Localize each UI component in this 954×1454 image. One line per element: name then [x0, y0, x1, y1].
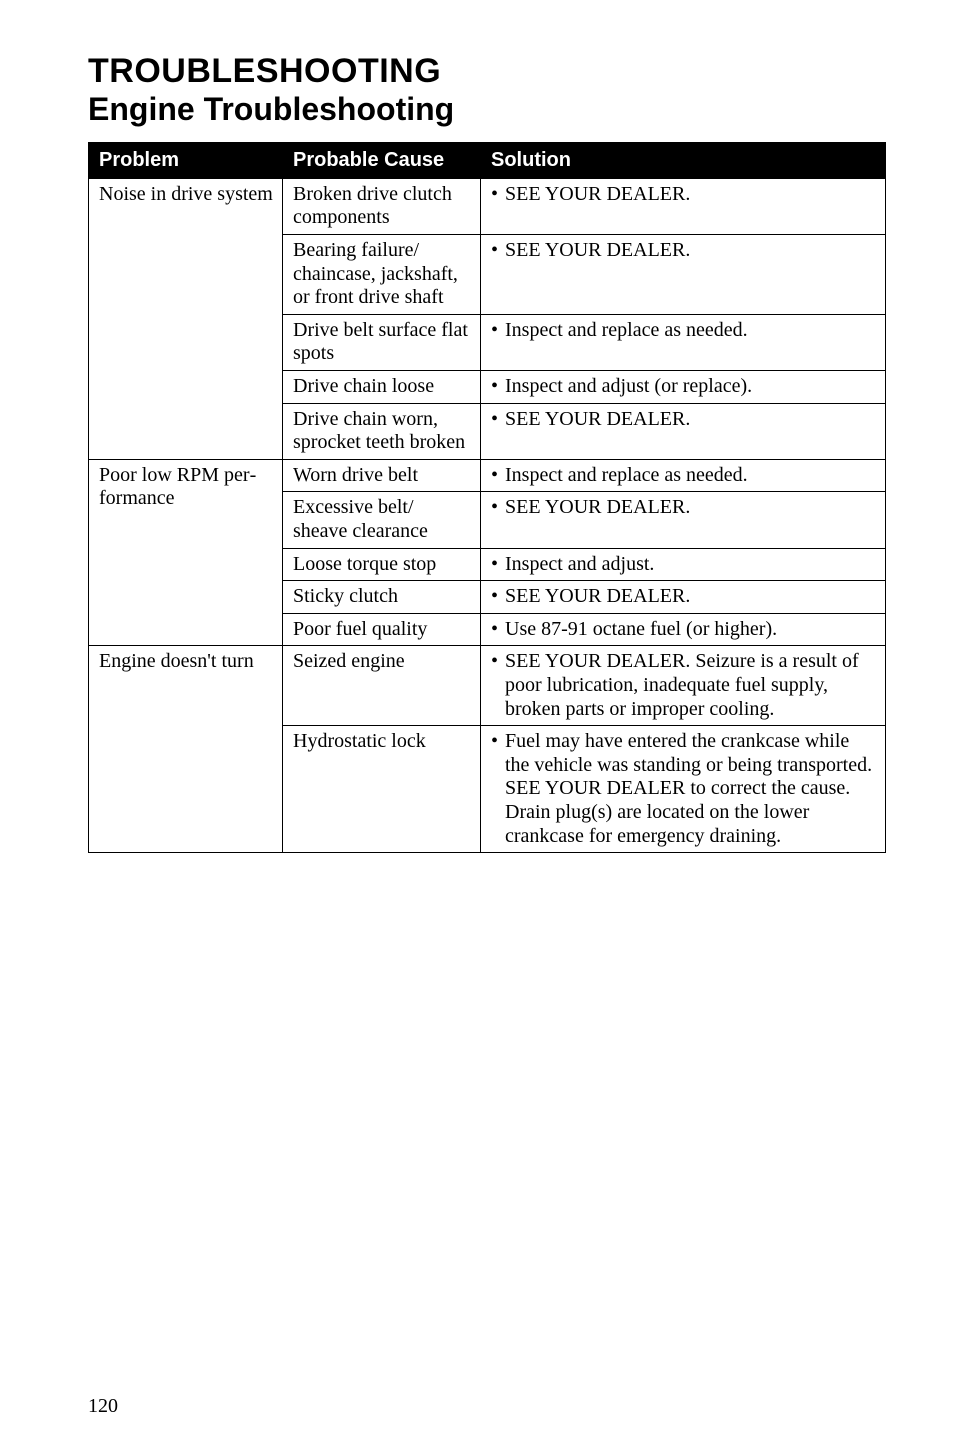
col-header-cause: Probable Cause: [283, 142, 481, 178]
cell-solution: Inspect and adjust (or replace).: [481, 371, 886, 404]
cell-solution: Fuel may have entered the crankcase whil…: [481, 726, 886, 853]
cell-problem: Poor low RPM per­formance: [89, 459, 283, 646]
cell-solution: SEE YOUR DEALER.: [481, 403, 886, 459]
cell-cause: Drive chain worn, sprocket teeth bro­ken: [283, 403, 481, 459]
cell-cause: Sticky clutch: [283, 581, 481, 614]
title-sub: Engine Troubleshooting: [88, 91, 886, 128]
cell-solution: SEE YOUR DEALER.: [481, 235, 886, 315]
cell-cause: Bearing failure/ chaincase, jackshaft, o…: [283, 235, 481, 315]
title-main: TROUBLESHOOTING: [88, 52, 886, 91]
cell-cause: Excessive belt/ sheave clearance: [283, 492, 481, 548]
solution-item: Use 87-91 octane fuel (or higher).: [491, 618, 877, 642]
table-header-row: Problem Probable Cause Solution: [89, 142, 886, 178]
solution-item: SEE YOUR DEALER.: [491, 585, 877, 609]
cell-cause: Hydrostatic lock: [283, 726, 481, 853]
cell-solution: Use 87-91 octane fuel (or higher).: [481, 613, 886, 646]
cell-solution: SEE YOUR DEALER.: [481, 492, 886, 548]
solution-item: SEE YOUR DEALER. Seizure is a result of …: [491, 650, 877, 721]
table-row: Poor low RPM per­formanceWorn drive belt…: [89, 459, 886, 492]
cell-problem: Noise in drive sys­tem: [89, 178, 283, 459]
table-body: Noise in drive sys­temBroken drive clutc…: [89, 178, 886, 852]
cell-cause: Seized engine: [283, 646, 481, 726]
cell-problem: Engine doesn't turn: [89, 646, 283, 853]
cell-solution: Inspect and replace as needed.: [481, 314, 886, 370]
col-header-solution: Solution: [481, 142, 886, 178]
cell-solution: SEE YOUR DEALER.: [481, 178, 886, 234]
cell-solution: Inspect and replace as needed.: [481, 459, 886, 492]
cell-cause: Poor fuel quality: [283, 613, 481, 646]
solution-item: Inspect and replace as needed.: [491, 319, 877, 343]
cell-cause: Broken drive clutch components: [283, 178, 481, 234]
solution-item: Inspect and adjust.: [491, 553, 877, 577]
cell-cause: Drive belt surface flat spots: [283, 314, 481, 370]
page-number: 120: [88, 1395, 118, 1418]
solution-item: Inspect and replace as needed.: [491, 464, 877, 488]
cell-cause: Loose torque stop: [283, 548, 481, 581]
table-row: Engine doesn't turnSeized engineSEE YOUR…: [89, 646, 886, 726]
solution-item: SEE YOUR DEALER.: [491, 183, 877, 207]
cell-cause: Drive chain loose: [283, 371, 481, 404]
cell-solution: Inspect and adjust.: [481, 548, 886, 581]
solution-item: SEE YOUR DEALER.: [491, 408, 877, 432]
solution-item: SEE YOUR DEALER.: [491, 239, 877, 263]
solution-item: Fuel may have entered the crankcase whil…: [491, 730, 877, 848]
solution-item: Inspect and adjust (or replace).: [491, 375, 877, 399]
col-header-problem: Problem: [89, 142, 283, 178]
troubleshooting-table: Problem Probable Cause Solution Noise in…: [88, 142, 886, 853]
solution-item: SEE YOUR DEALER.: [491, 496, 877, 520]
cell-solution: SEE YOUR DEALER.: [481, 581, 886, 614]
table-row: Noise in drive sys­temBroken drive clutc…: [89, 178, 886, 234]
cell-solution: SEE YOUR DEALER. Seizure is a result of …: [481, 646, 886, 726]
cell-cause: Worn drive belt: [283, 459, 481, 492]
title-block: TROUBLESHOOTING Engine Troubleshooting: [88, 52, 886, 128]
